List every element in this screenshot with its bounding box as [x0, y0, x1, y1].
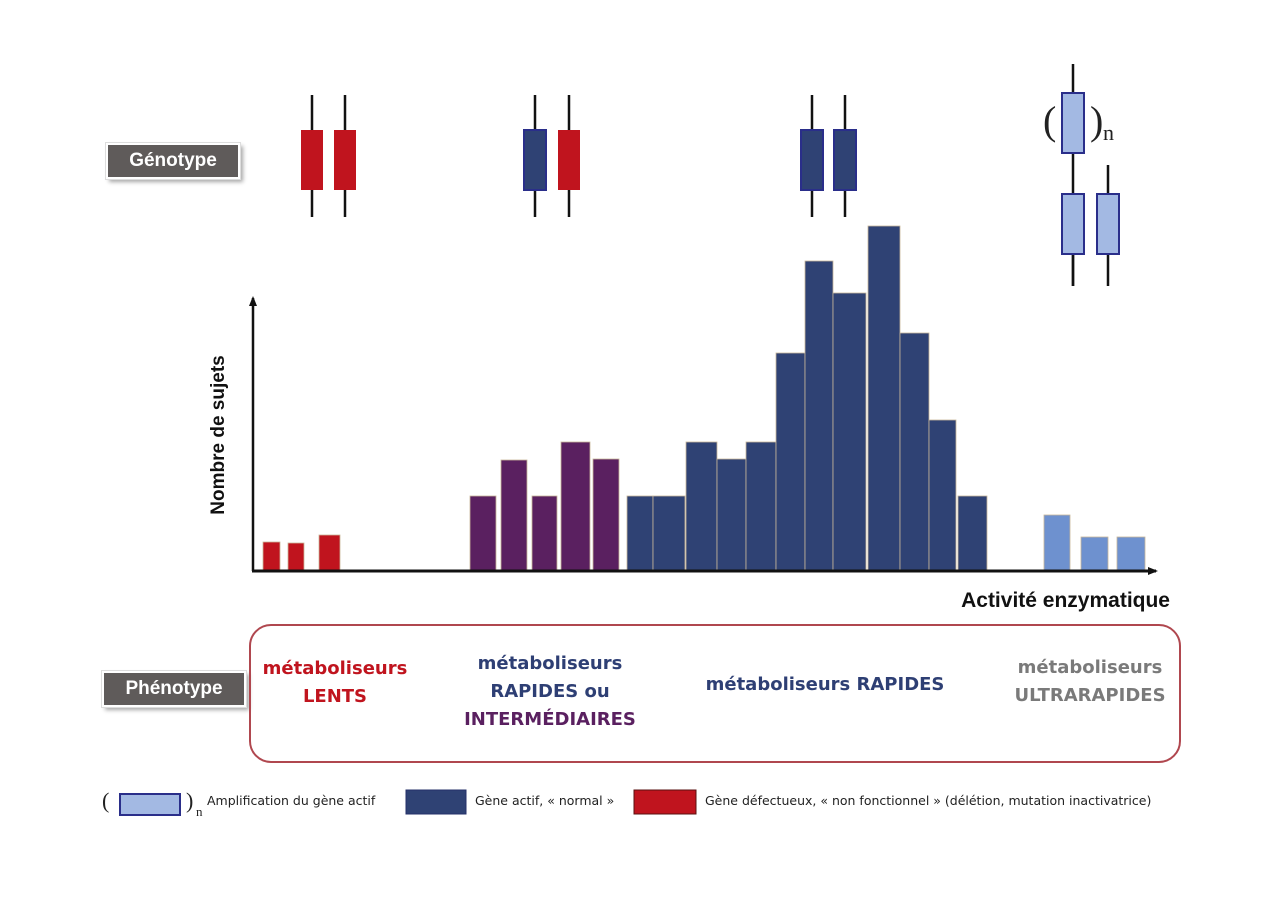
bar-intermediate-1: [469, 495, 497, 571]
bar-defective-1: [262, 541, 281, 571]
legend-amplified-text: Amplification du gène actif: [207, 793, 376, 808]
bar-defective-2: [287, 542, 305, 571]
gene-1-allele-1-box: [301, 130, 323, 190]
bar-intermediate-3: [531, 495, 558, 571]
gene-1-allele-2: [334, 95, 356, 217]
amplification-paren-open: (: [1043, 98, 1057, 143]
gene-3-allele-2: [833, 95, 857, 217]
bar-intermediate-2: [500, 459, 528, 571]
bar-active-4: [716, 458, 747, 571]
gene-1-allele-1: [301, 95, 323, 217]
phenotype-rapid: métaboliseurs RAPIDES: [690, 671, 960, 699]
bar-intermediate-4: [560, 441, 591, 571]
bar-amplified-2: [1080, 536, 1109, 571]
bar-defective-3: [318, 534, 341, 571]
phenotype-ultrarapid-line2: ULTRARAPIDES: [1014, 685, 1166, 706]
gene-2-allele-1: [523, 95, 547, 217]
legend-subscript-n: n: [196, 804, 203, 819]
bar-amplified-1: [1043, 514, 1071, 571]
phenotype-slow-line2: LENTS: [302, 686, 368, 707]
gene-4-amplified-copy-box: [1061, 92, 1085, 154]
legend-active-swatch: [405, 789, 467, 815]
histogram-bars: [262, 225, 1146, 571]
bar-active-11: [928, 419, 957, 571]
gene-3-allele-2-box: [833, 129, 857, 191]
legend-paren-open: (: [102, 788, 110, 813]
gene-3-allele-1-box: [800, 129, 824, 191]
bar-active-12: [957, 495, 988, 571]
bar-active-5: [745, 441, 777, 571]
gene-4-allele-2: [1096, 165, 1120, 286]
phenotype-slow: métaboliseurs LENTS: [255, 655, 415, 711]
phenotype-intermediate-line1: métaboliseurs: [477, 653, 623, 674]
bar-active-1: [626, 495, 654, 571]
phenotype-intermediate-line2: RAPIDES ou: [490, 681, 610, 702]
bar-amplified-3: [1116, 536, 1146, 571]
gene-4-allele-1: [1061, 193, 1085, 286]
bar-active-2: [652, 495, 686, 571]
phenotype-intermediate: métaboliseurs RAPIDES ou INTERMÉDIAIRES: [440, 650, 660, 734]
gene-4-allele-2-box: [1096, 193, 1120, 255]
y-axis-label: Nombre de sujets: [208, 355, 229, 514]
phenotype-box: [249, 624, 1181, 763]
legend-active-text: Gène actif, « normal »: [475, 793, 615, 808]
amplification-paren-close: ): [1090, 98, 1104, 143]
phenotype-ultrarapid-line1: métaboliseurs: [1017, 657, 1163, 678]
gene-2-allele-2: [558, 95, 580, 217]
phenotype-label: Phénotype: [101, 670, 247, 708]
bar-active-9: [867, 225, 901, 571]
legend-swatches: [119, 789, 697, 816]
bar-active-6: [775, 352, 806, 571]
phenotype-rapid-line1: métaboliseurs RAPIDES: [705, 674, 945, 695]
legend-defective-text: Gène défectueux, « non fonctionnel » (dé…: [705, 793, 1152, 808]
phenotype-ultrarapid: métaboliseurs ULTRARAPIDES: [1000, 654, 1180, 710]
bar-active-3: [685, 441, 718, 571]
gene-1-allele-2-box: [334, 130, 356, 190]
genotype-diagrams: [301, 64, 1120, 286]
legend-defective-swatch: [633, 789, 697, 815]
gene-4-allele-1-box: [1061, 193, 1085, 255]
legend-amplified-swatch: [119, 793, 181, 816]
bar-active-10: [899, 332, 930, 571]
amplification-subscript-n: n: [1103, 120, 1114, 145]
gene-2-allele-2-box: [558, 130, 580, 190]
legend-paren-close: ): [186, 788, 194, 813]
genotype-label: Génotype: [105, 142, 241, 180]
bar-active-8: [832, 292, 867, 571]
x-axis-label: Activité enzymatique: [961, 589, 1170, 612]
bar-intermediate-5: [592, 458, 620, 571]
phenotype-intermediate-line3: INTERMÉDIAIRES: [464, 709, 636, 730]
phenotype-slow-line1: métaboliseurs: [262, 658, 408, 679]
gene-3-allele-1: [800, 95, 824, 217]
gene-2-allele-1-box: [523, 129, 547, 191]
bar-active-7: [804, 260, 834, 571]
